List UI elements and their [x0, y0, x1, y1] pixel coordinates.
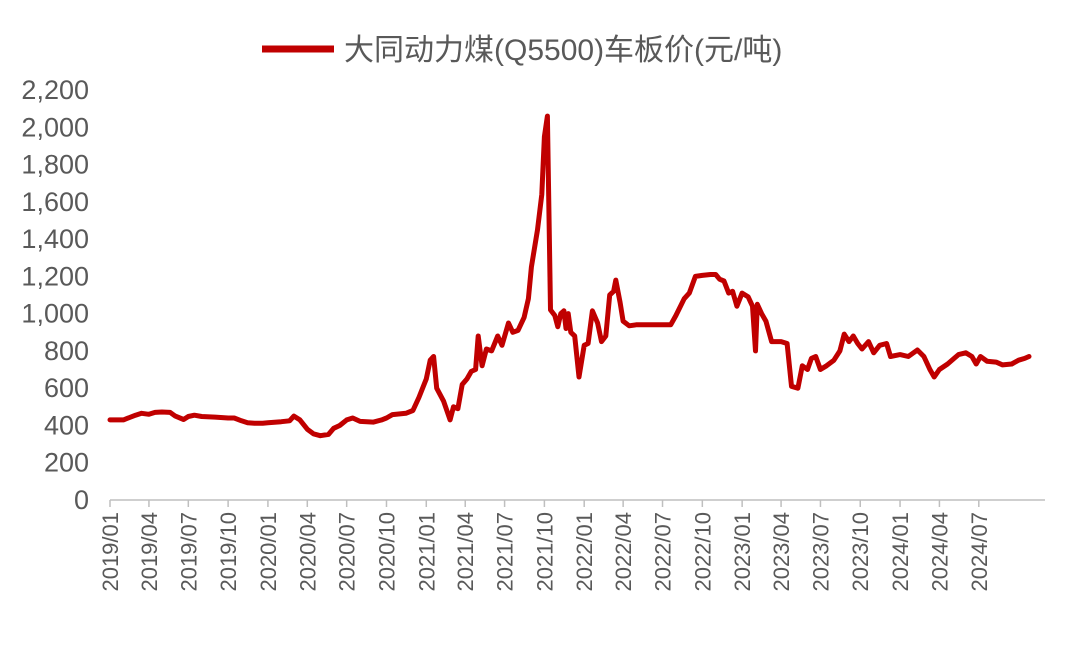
y-tick-label: 1,800 [21, 150, 89, 180]
legend-label: 大同动力煤(Q5500)车板价(元/吨) [344, 34, 782, 67]
y-tick-label: 1,400 [21, 224, 89, 254]
x-tick-label: 2021/07 [493, 512, 518, 592]
legend: 大同动力煤(Q5500)车板价(元/吨) [262, 34, 782, 67]
y-tick-label: 800 [44, 336, 89, 366]
x-tick-label: 2023/10 [848, 512, 873, 592]
y-tick-label: 1,200 [21, 261, 89, 291]
x-tick-label: 2023/04 [769, 512, 794, 592]
x-tick-label: 2019/04 [137, 512, 162, 592]
x-tick-label: 2023/07 [808, 512, 833, 592]
y-tick-label: 1,600 [21, 187, 89, 217]
y-tick-label: 400 [44, 410, 89, 440]
x-tick-label: 2024/01 [888, 512, 913, 592]
x-tick-label: 2021/04 [453, 512, 478, 592]
x-tick-label: 2021/10 [532, 512, 557, 592]
x-tick-label: 2020/04 [295, 512, 320, 592]
x-tick-label: 2024/07 [967, 512, 992, 592]
y-tick-label: 600 [44, 373, 89, 403]
y-tick-label: 1,000 [21, 299, 89, 329]
x-tick-label: 2021/01 [414, 512, 439, 592]
x-tick-label: 2022/04 [611, 512, 636, 592]
x-tick-label: 2020/10 [374, 512, 399, 592]
series-layer [107, 113, 1032, 439]
x-axis: 2019/01 2019/04 2019/07 2019/10 2020/01 2020/… [98, 499, 1045, 592]
x-tick-label: 2022/07 [651, 512, 676, 592]
y-tick-label: 0 [74, 485, 89, 515]
series-line [107, 113, 1032, 439]
y-tick-label: 200 [44, 448, 89, 478]
x-tick-label: 2020/07 [335, 512, 360, 592]
x-tick-label: 2019/07 [176, 512, 201, 592]
x-tick-label: 2019/01 [98, 512, 123, 592]
y-tick-label: 2,000 [21, 112, 89, 142]
x-tick-label: 2022/01 [572, 512, 597, 592]
y-axis: 0 200 400 600 800 1,000 1,200 1,400 1,600 1,800 2,… [21, 75, 89, 515]
x-tick-label: 2024/04 [927, 512, 952, 592]
y-tick-label: 2,200 [21, 75, 89, 105]
x-tick-label: 2019/10 [216, 512, 241, 592]
x-tick-label: 2022/10 [690, 512, 715, 592]
x-tick-label: 2020/01 [256, 512, 281, 592]
x-tick-label: 2023/01 [730, 512, 755, 592]
